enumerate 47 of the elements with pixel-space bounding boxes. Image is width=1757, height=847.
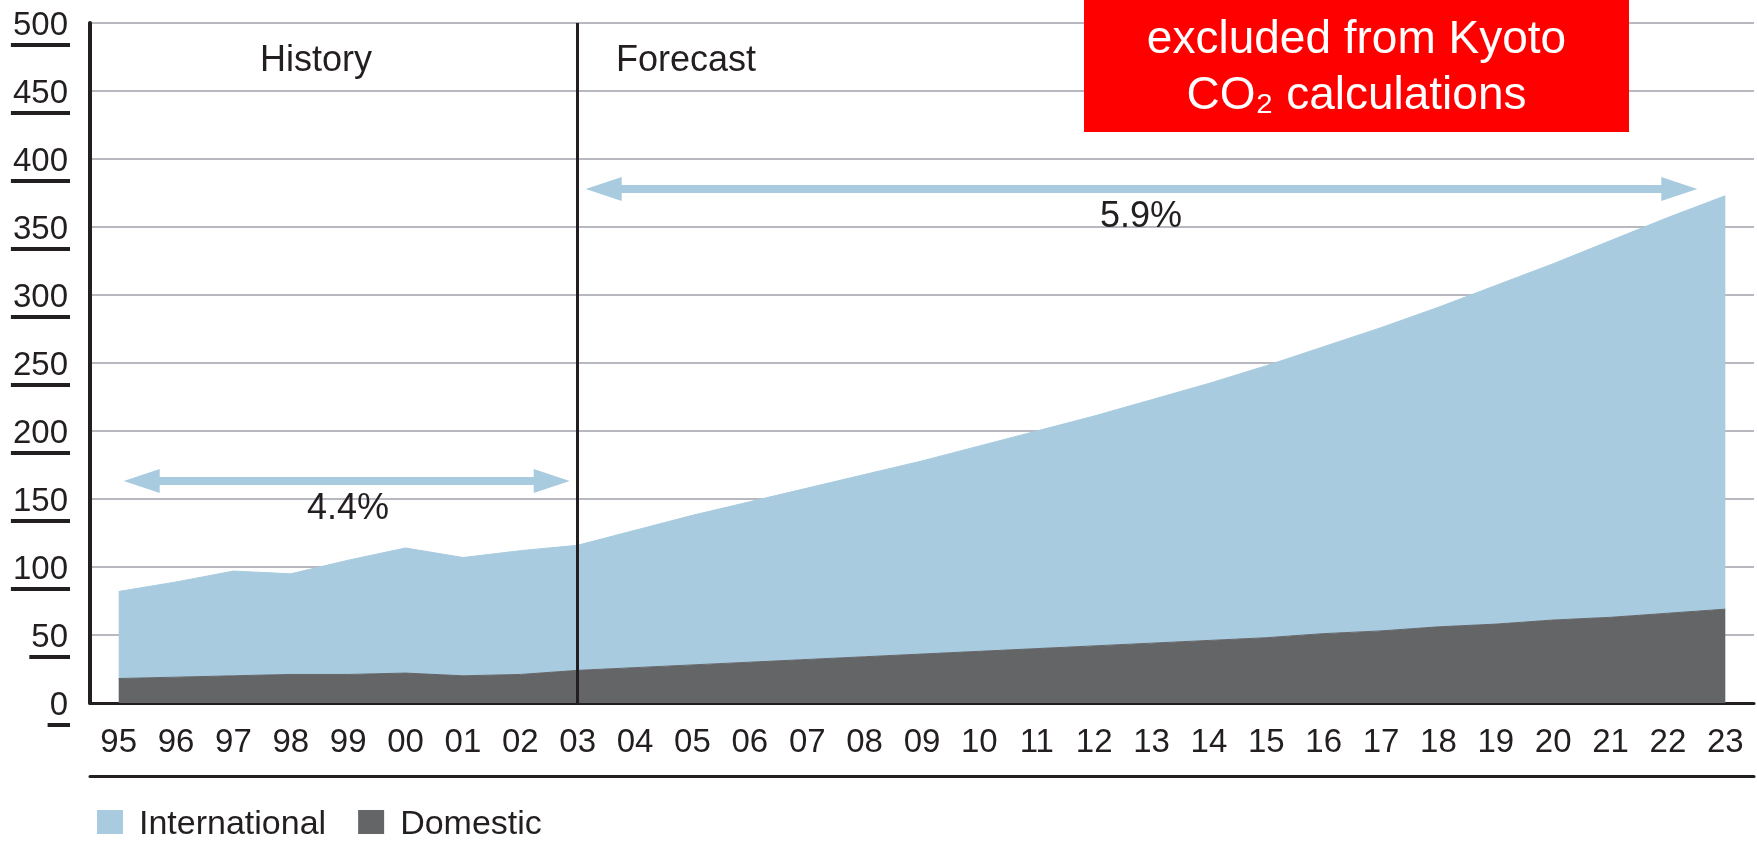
x-tick-label: 98 (272, 722, 310, 759)
x-tick-label: 20 (1534, 722, 1572, 759)
x-tick-label: 02 (501, 722, 539, 759)
x-tick-label: 18 (1420, 722, 1457, 759)
y-tick-label: 100 (12, 548, 68, 586)
x-tick-label: 16 (1305, 722, 1343, 759)
legend-label: International (139, 803, 327, 841)
x-tick-label: 21 (1592, 722, 1629, 759)
y-tick-label: 150 (12, 480, 68, 518)
y-tick-label: 500 (12, 4, 68, 42)
x-tick-label: 06 (731, 722, 769, 759)
y-tick-label: 350 (12, 208, 68, 246)
x-tick-label: 09 (903, 722, 941, 759)
annotation: Forecast (615, 38, 757, 79)
x-tick-label: 04 (616, 722, 654, 759)
x-tick-label: 23 (1706, 722, 1744, 759)
x-tick-label: 07 (788, 722, 826, 759)
x-tick-label: 08 (846, 722, 883, 759)
x-tick-label: 97 (215, 722, 252, 759)
x-tick-label: 17 (1362, 722, 1400, 759)
x-tick-label: 10 (961, 722, 998, 759)
legend-label: Domestic (400, 803, 542, 841)
annotation: excluded from Kyoto CO₂ calculations (1084, 0, 1629, 132)
annotation: History (259, 38, 373, 79)
y-tick-label: 450 (12, 72, 68, 110)
x-tick-label: 19 (1477, 722, 1515, 759)
x-tick-label: 14 (1190, 722, 1228, 759)
y-tick-label: 250 (12, 344, 68, 382)
y-tick-label: 200 (12, 412, 68, 450)
x-tick-label: 13 (1133, 722, 1170, 759)
y-tick-label: 50 (31, 616, 68, 654)
x-tick-label: 05 (674, 722, 711, 759)
y-tick-label: 0 (49, 684, 68, 722)
x-tick-label: 22 (1649, 722, 1687, 759)
x-tick-label: 95 (100, 722, 138, 759)
x-tick-label: 00 (387, 722, 424, 759)
x-tick-label: 03 (559, 722, 597, 759)
x-tick-label: 12 (1075, 722, 1113, 759)
annotation: 5.9% (1099, 194, 1183, 235)
x-tick-label: 99 (329, 722, 367, 759)
annotation: 4.4% (306, 486, 390, 527)
y-tick-label: 300 (12, 276, 68, 314)
x-tick-label: 01 (444, 722, 482, 759)
x-tick-label: 96 (157, 722, 195, 759)
y-tick-label: 400 (12, 140, 68, 178)
x-tick-label: 11 (1019, 722, 1054, 759)
x-tick-label: 15 (1247, 722, 1285, 759)
